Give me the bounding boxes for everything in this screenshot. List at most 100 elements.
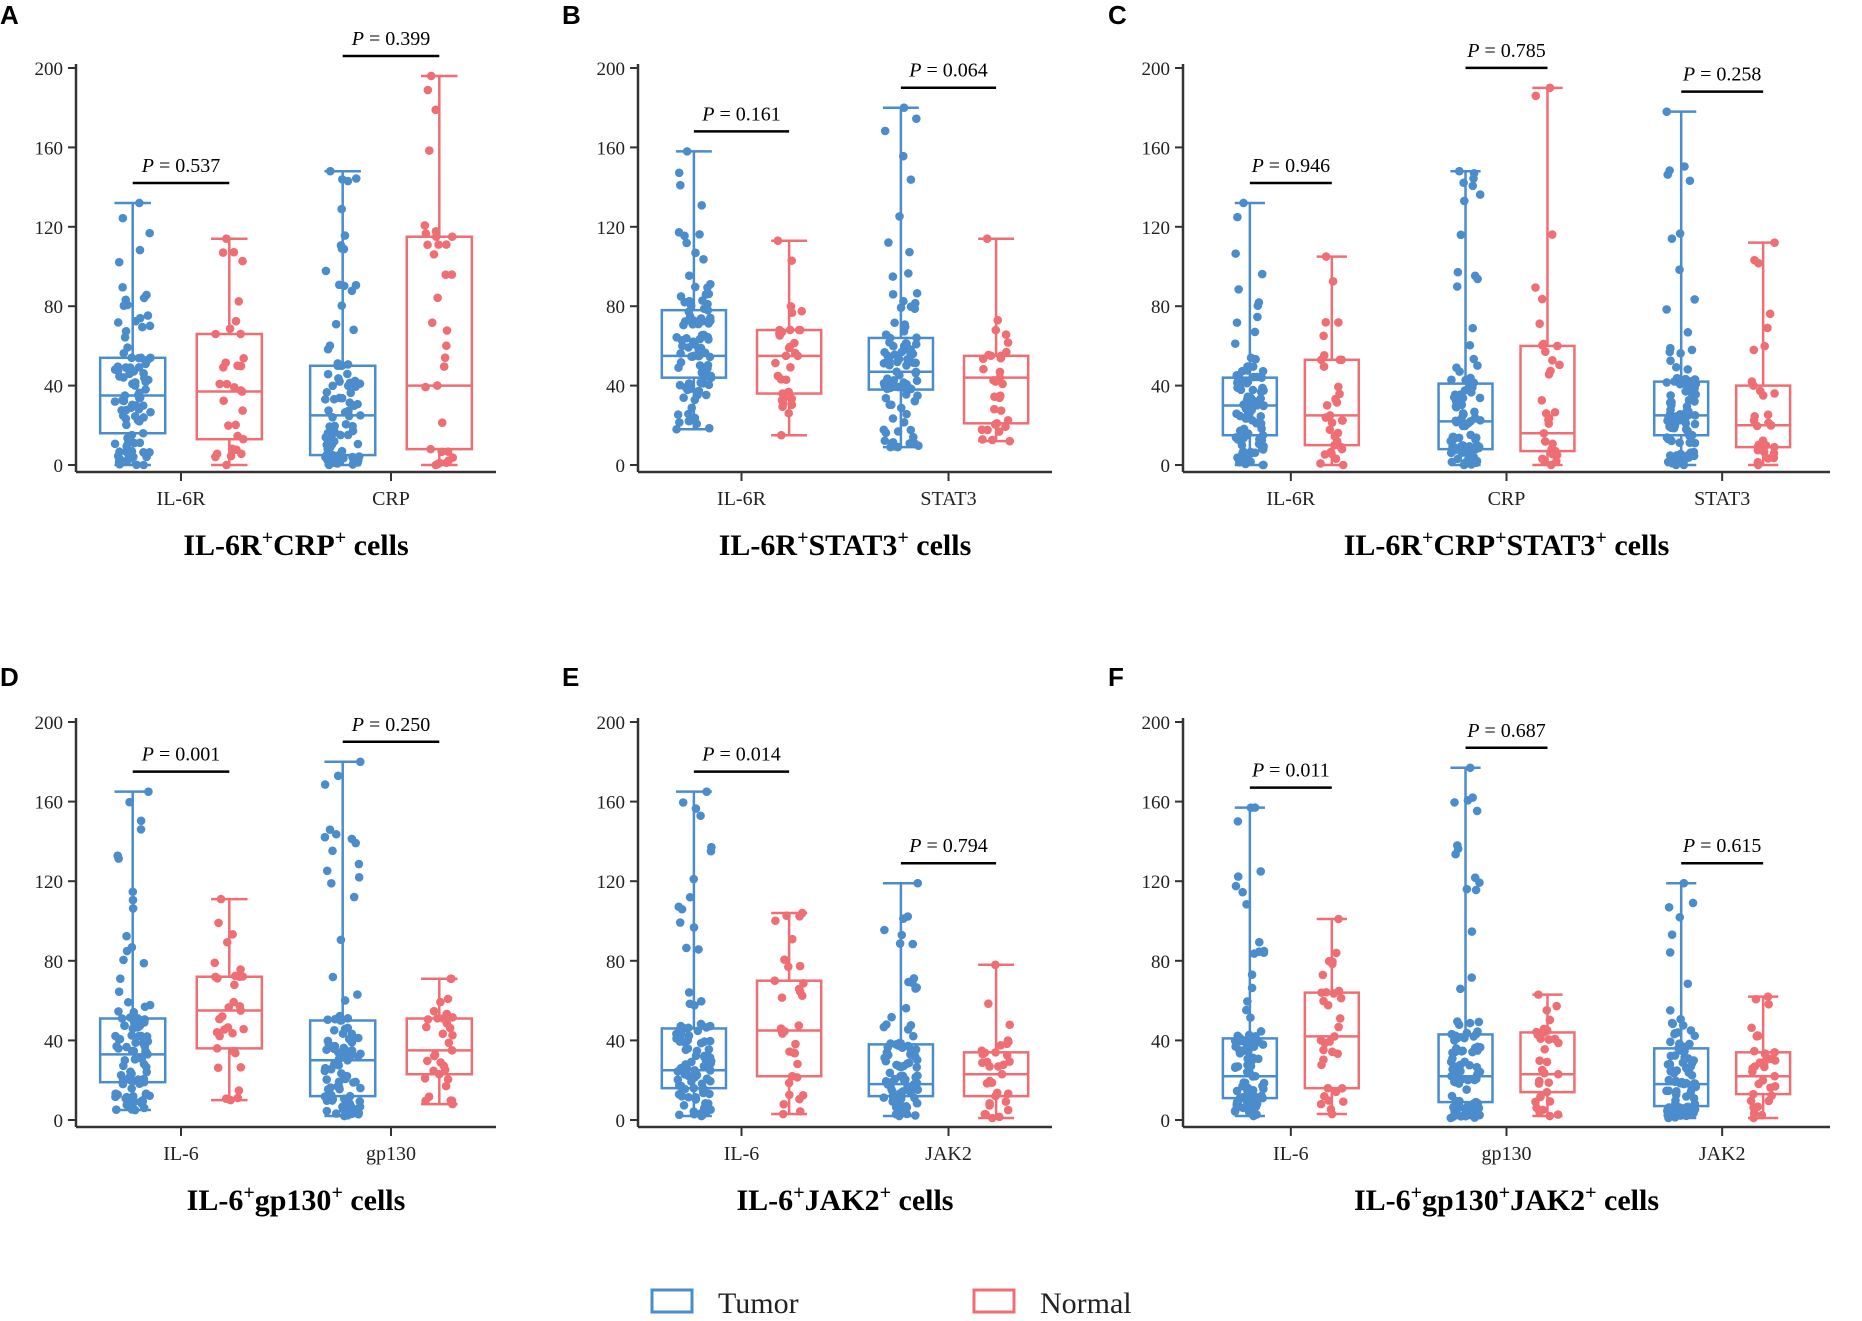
- data-point: [704, 289, 714, 299]
- data-point: [680, 1070, 690, 1079]
- data-point: [1249, 949, 1259, 958]
- data-point: [1535, 319, 1544, 328]
- data-point: [1542, 1005, 1552, 1015]
- data-point: [797, 991, 807, 1001]
- data-point: [903, 1081, 912, 1091]
- data-point: [122, 946, 132, 956]
- data-point: [675, 180, 685, 190]
- data-point: [1250, 327, 1260, 337]
- data-point: [1005, 436, 1015, 446]
- data-point: [120, 332, 130, 342]
- data-point: [903, 1025, 913, 1034]
- data-point: [1242, 1005, 1251, 1015]
- data-point: [1665, 166, 1674, 175]
- data-point: [136, 1097, 145, 1107]
- data-point: [893, 427, 903, 436]
- data-point: [142, 452, 151, 462]
- y-tick-label: 120: [597, 872, 626, 893]
- data-point: [1669, 456, 1678, 466]
- data-point: [127, 1084, 136, 1093]
- data-point: [328, 972, 338, 982]
- data-point: [1463, 1075, 1473, 1085]
- data-point: [911, 339, 921, 349]
- normal-box: [962, 960, 1030, 1123]
- data-point: [331, 455, 340, 465]
- data-point: [1666, 435, 1676, 445]
- data-point: [140, 1015, 149, 1024]
- data-point: [434, 240, 443, 249]
- data-point: [222, 460, 231, 470]
- y-tick-label: 200: [1142, 713, 1171, 734]
- data-point: [790, 348, 800, 358]
- data-point: [421, 229, 431, 238]
- data-point: [230, 980, 239, 990]
- data-point: [991, 960, 1000, 970]
- data-point: [684, 988, 694, 997]
- data-point: [128, 1024, 138, 1033]
- data-point: [1749, 1046, 1759, 1056]
- data-point: [139, 460, 148, 470]
- data-point: [775, 325, 784, 335]
- y-tick-label: 200: [1142, 59, 1171, 80]
- iqr-box: [962, 354, 1030, 425]
- data-point: [881, 330, 891, 339]
- data-point: [1770, 1082, 1780, 1091]
- panel-D: D 0 40 80 120 160 200 IL-6 P = 0.001 gp130 P = 0.2…: [0, 662, 496, 1217]
- data-point: [776, 375, 786, 384]
- normal-box: [405, 974, 474, 1109]
- data-point: [1320, 1038, 1330, 1048]
- data-point: [1666, 1037, 1675, 1047]
- data-point: [135, 198, 144, 208]
- data-point: [674, 1089, 684, 1099]
- data-point: [144, 787, 153, 796]
- y-tick-label: 200: [597, 59, 626, 80]
- iqr-box: [755, 979, 823, 1078]
- data-point: [231, 316, 241, 326]
- data-point: [336, 935, 346, 945]
- data-point: [1683, 979, 1693, 989]
- data-point: [702, 1074, 712, 1083]
- data-point: [999, 1060, 1008, 1070]
- iqr-box: [1652, 380, 1710, 437]
- data-point: [1466, 388, 1476, 397]
- data-point: [1467, 973, 1477, 982]
- data-point: [431, 227, 441, 236]
- data-point: [980, 1109, 990, 1119]
- data-point: [145, 321, 155, 331]
- category-label: STAT3: [920, 488, 976, 510]
- data-point: [890, 318, 899, 328]
- data-point: [1470, 1075, 1479, 1085]
- data-point: [791, 1039, 800, 1049]
- data-point: [1664, 902, 1674, 912]
- data-point: [127, 430, 137, 440]
- data-point: [887, 1012, 896, 1022]
- normal-box: [1303, 252, 1361, 470]
- data-point: [696, 343, 706, 353]
- data-point: [133, 1014, 143, 1023]
- panel-title: IL-6+gp130+JAK2+ cells: [1354, 1182, 1659, 1217]
- data-point: [679, 1101, 689, 1110]
- data-point: [1470, 1043, 1480, 1053]
- data-point: [1753, 457, 1763, 467]
- data-point: [218, 248, 228, 257]
- data-point: [1746, 1096, 1756, 1106]
- data-point: [912, 333, 921, 342]
- data-point: [239, 1024, 248, 1034]
- data-point: [1474, 1017, 1484, 1027]
- data-point: [1476, 416, 1485, 425]
- data-point: [1463, 377, 1472, 386]
- data-point: [898, 151, 908, 161]
- data-point: [908, 432, 918, 442]
- data-point: [232, 445, 241, 455]
- tumor-box: [1652, 878, 1710, 1123]
- data-point: [770, 976, 780, 985]
- data-point: [784, 387, 793, 397]
- data-point: [122, 931, 131, 941]
- data-point: [337, 361, 347, 370]
- data-point: [1465, 1018, 1475, 1028]
- data-point: [341, 1109, 351, 1119]
- data-point: [116, 974, 125, 983]
- data-point: [320, 780, 330, 789]
- data-point: [111, 1092, 120, 1102]
- data-point: [131, 316, 140, 326]
